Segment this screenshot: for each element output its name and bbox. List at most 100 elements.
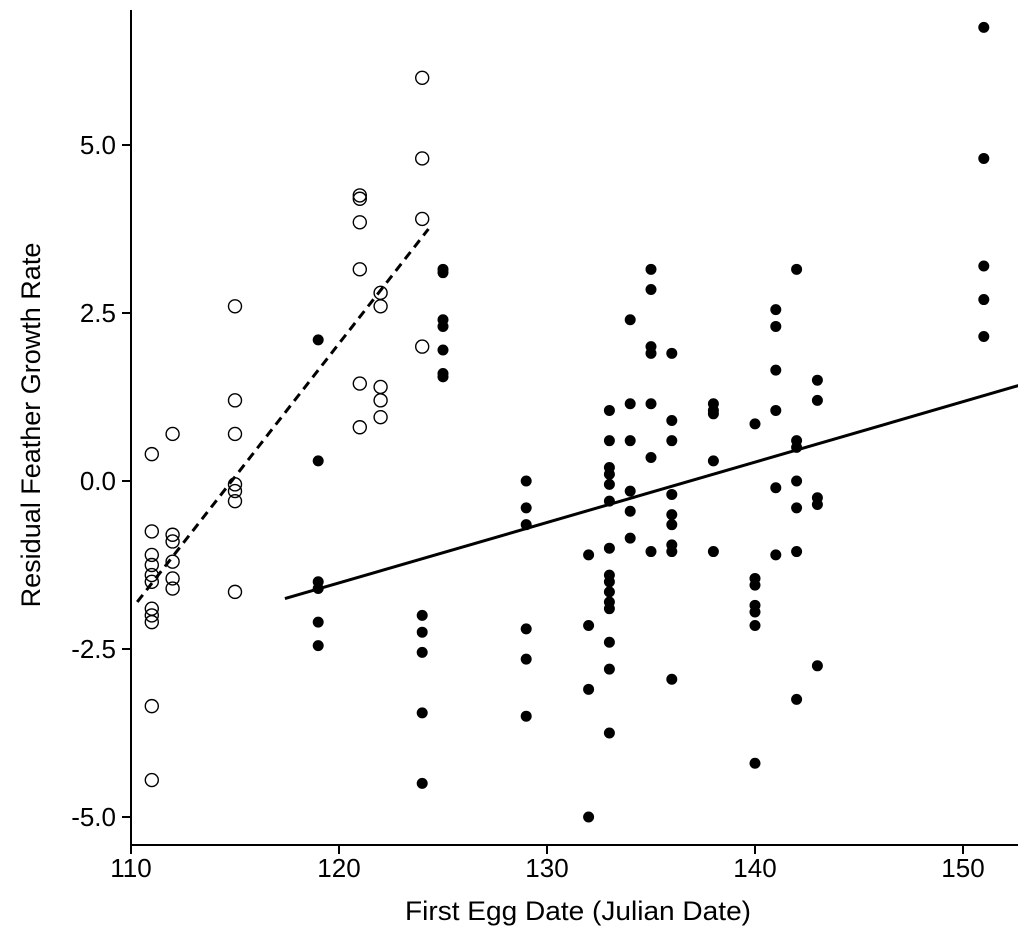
filled-data-point: [645, 398, 657, 410]
filled-data-point: [416, 707, 428, 719]
open-data-point: [415, 151, 430, 166]
filled-data-point: [624, 505, 636, 517]
filled-data-point: [312, 616, 324, 628]
filled-data-point: [603, 495, 615, 507]
filled-data-point: [437, 263, 449, 275]
filled-data-point: [520, 475, 532, 487]
tick-labels: 110 120 130 140 150 -5.0 -2.5 0.0 2.5 5.0: [71, 130, 985, 883]
filled-data-point: [749, 757, 761, 769]
filled-data-point: [603, 586, 615, 598]
filled-data-point: [666, 488, 678, 500]
x-axis-title: First Egg Date (Julian Date): [405, 896, 751, 926]
x-tick-label: 130: [525, 853, 568, 883]
filled-data-point: [624, 398, 636, 410]
open-data-point: [144, 614, 160, 630]
filled-data-point: [749, 418, 761, 430]
filled-data-point: [811, 374, 823, 386]
filled-data-point: [624, 532, 636, 544]
filled-data-point: [707, 546, 719, 558]
open-data-point: [415, 211, 430, 227]
filled-data-point: [811, 499, 823, 511]
filled-data-point: [520, 623, 532, 635]
filled-data-point: [666, 347, 678, 359]
dashed-regression-line: [136, 228, 430, 603]
filled-data-point: [437, 320, 449, 332]
filled-data-point: [624, 314, 636, 326]
filled-data-point: [811, 660, 823, 672]
filled-data-point: [645, 546, 657, 558]
filled-data-point: [645, 283, 657, 295]
open-data-point: [144, 574, 160, 589]
filled-data-point: [312, 455, 324, 467]
filled-data-point: [624, 485, 636, 497]
filled-data-point: [583, 811, 595, 823]
filled-data-point: [666, 546, 678, 558]
filled-data-point: [624, 435, 636, 447]
filled-data-point: [603, 468, 615, 480]
filled-data-point: [520, 653, 532, 665]
filled-data-point: [770, 364, 782, 376]
open-data-point: [165, 581, 180, 596]
filled-data-point: [603, 727, 615, 739]
filled-data-point: [312, 334, 324, 346]
filled-data-point: [978, 331, 990, 343]
open-data-point: [227, 426, 243, 442]
open-data-point: [352, 420, 367, 435]
x-tick-label: 140: [733, 853, 776, 883]
open-data-point: [227, 493, 243, 509]
filled-data-point: [666, 519, 678, 531]
filled-data-point: [770, 320, 782, 332]
filled-data-point: [770, 404, 782, 416]
open-data-point: [165, 426, 180, 442]
filled-data-point: [603, 404, 615, 416]
filled-data-point: [791, 475, 803, 487]
filled-data-point: [603, 435, 615, 447]
filled-data-point: [583, 619, 595, 631]
x-tick-label: 120: [317, 853, 360, 883]
open-data-point: [165, 534, 180, 549]
y-tick-label: 5.0: [80, 130, 116, 160]
y-tick-label: -5.0: [71, 802, 116, 832]
y-tick-label: -2.5: [71, 634, 116, 664]
filled-data-point: [666, 435, 678, 447]
filled-data-point: [791, 263, 803, 275]
open-data-point: [415, 339, 430, 354]
filled-data-point: [978, 21, 990, 33]
filled-data-point: [811, 394, 823, 406]
open-data-point: [165, 571, 180, 586]
filled-data-point: [437, 371, 449, 383]
filled-data-point: [749, 606, 761, 618]
filled-data-point: [603, 542, 615, 554]
open-data-point: [227, 477, 243, 492]
data-points: [144, 21, 990, 823]
open-data-point: [373, 299, 388, 314]
open-data-point: [227, 393, 243, 408]
filled-data-point: [645, 451, 657, 463]
open-data-point: [352, 376, 367, 391]
filled-data-point: [312, 640, 324, 652]
open-data-point: [144, 446, 160, 462]
filled-data-point: [791, 546, 803, 558]
open-data-point: [144, 608, 160, 623]
filled-data-point: [603, 478, 615, 490]
filled-data-point: [603, 603, 615, 615]
y-tick-label: 0.0: [80, 466, 116, 496]
axes: [122, 10, 1018, 854]
filled-data-point: [603, 663, 615, 675]
filled-data-point: [520, 710, 532, 722]
filled-data-point: [749, 619, 761, 631]
filled-data-point: [666, 673, 678, 685]
filled-data-point: [770, 304, 782, 316]
open-data-point: [165, 554, 180, 569]
filled-data-point: [749, 579, 761, 591]
open-data-point: [144, 567, 160, 583]
filled-data-point: [666, 415, 678, 427]
open-data-point: [227, 299, 243, 314]
fit-lines: [136, 228, 1018, 603]
open-data-point: [227, 584, 243, 600]
open-data-point: [373, 393, 388, 408]
filled-data-point: [603, 576, 615, 588]
filled-data-point: [416, 777, 428, 789]
filled-data-point: [707, 455, 719, 467]
